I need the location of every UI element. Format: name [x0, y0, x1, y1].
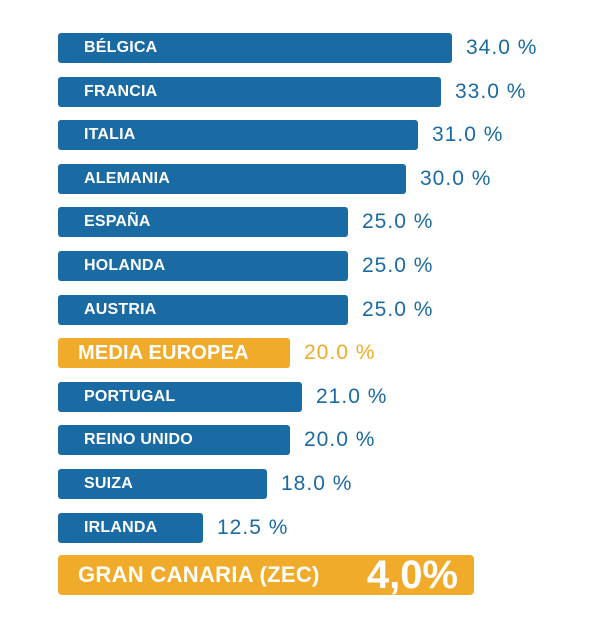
bar-austria: AUSTRIA	[58, 295, 348, 325]
gran-canaria-zec-bar: GRAN CANARIA (ZEC) 4,0%	[58, 555, 474, 595]
bar-label-holanda: HOLANDA	[84, 257, 166, 274]
bar-irlanda: IRLANDA	[58, 513, 203, 543]
bar-value-espana: 25.0 %	[362, 210, 434, 233]
bar-label-reino-unido: REINO UNIDO	[84, 431, 193, 448]
bar-value-media-europea: 20.0 %	[304, 341, 376, 364]
bar-label-italia: ITALIA	[84, 126, 136, 143]
gran-canaria-zec-value: 4,0%	[366, 553, 458, 597]
bar-alemania: ALEMANIA	[58, 164, 406, 194]
bar-label-media-europea: MEDIA EUROPEA	[78, 342, 249, 364]
bar-label-espana: ESPAÑA	[84, 213, 151, 230]
bar-value-francia: 33.0 %	[455, 80, 527, 103]
bar-value-suiza: 18.0 %	[281, 472, 353, 495]
bar-value-italia: 31.0 %	[432, 123, 504, 146]
bar-holanda: HOLANDA	[58, 251, 348, 281]
bar-media-europea: MEDIA EUROPEA	[58, 338, 290, 368]
bar-value-alemania: 30.0 %	[420, 167, 492, 190]
bar-suiza: SUIZA	[58, 469, 267, 499]
bar-label-francia: FRANCIA	[84, 83, 158, 100]
bar-value-portugal: 21.0 %	[316, 385, 388, 408]
bar-value-holanda: 25.0 %	[362, 254, 434, 277]
bar-belgica: BÉLGICA	[58, 33, 452, 63]
bar-label-austria: AUSTRIA	[84, 301, 157, 318]
bar-reino-unido: REINO UNIDO	[58, 425, 290, 455]
gran-canaria-zec-label: GRAN CANARIA (ZEC)	[78, 562, 320, 587]
bar-value-belgica: 34.0 %	[466, 36, 538, 59]
bar-label-suiza: SUIZA	[84, 475, 133, 492]
bar-italia: ITALIA	[58, 120, 418, 150]
bar-value-reino-unido: 20.0 %	[304, 428, 376, 451]
bar-label-irlanda: IRLANDA	[84, 519, 158, 536]
bar-value-austria: 25.0 %	[362, 298, 434, 321]
bar-label-belgica: BÉLGICA	[84, 39, 158, 56]
bar-value-irlanda: 12.5 %	[217, 516, 289, 539]
bar-label-alemania: ALEMANIA	[84, 170, 171, 187]
bar-portugal: PORTUGAL	[58, 382, 302, 412]
bar-francia: FRANCIA	[58, 77, 441, 107]
bar-label-portugal: PORTUGAL	[84, 388, 176, 405]
bar-espana: ESPAÑA	[58, 207, 348, 237]
